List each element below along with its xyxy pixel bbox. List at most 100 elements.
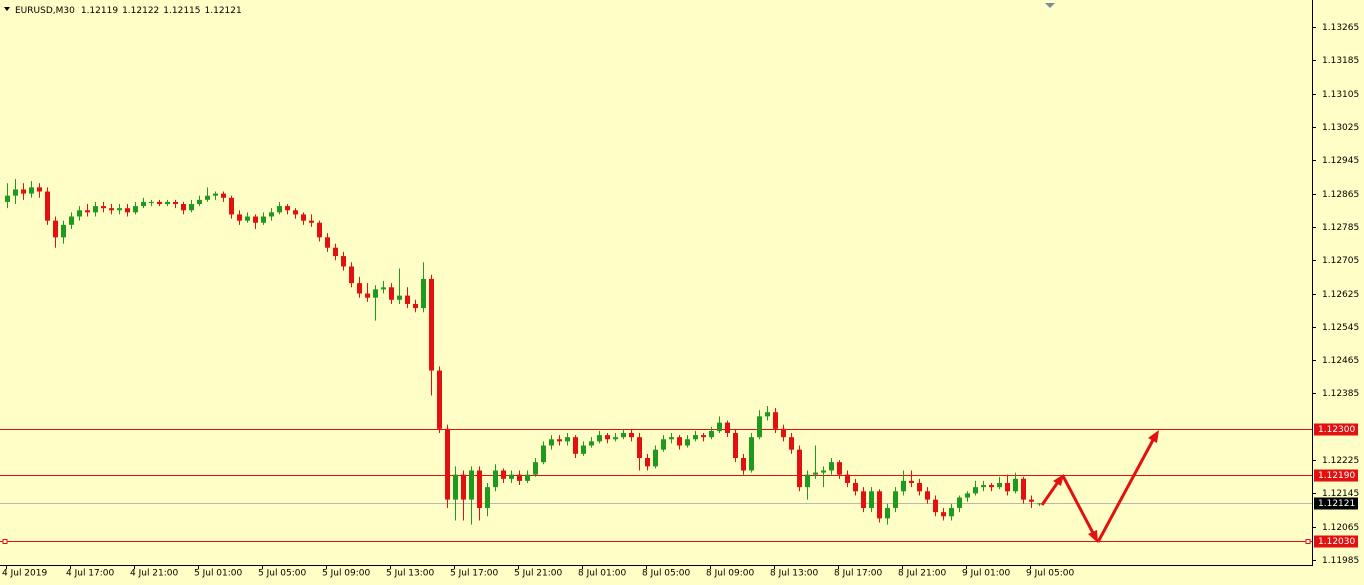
candle-body [197,199,202,205]
candle-body [853,482,858,492]
forecast-arrows [1040,430,1159,543]
candle-body [77,210,82,217]
level-price-label: 1.12190 [1318,471,1355,481]
candle-body [53,220,58,238]
candle-body [909,480,914,483]
y-tick-label: 1.12625 [1322,290,1359,300]
y-tick-label: 1.12705 [1322,256,1359,266]
candle-body [653,449,658,467]
candle-body [365,293,370,298]
candle-body [397,295,402,300]
candle-body [221,193,226,198]
candle-body [693,435,698,440]
candle-body [301,214,306,221]
candle-body [101,206,106,209]
x-tick-label: 8 Jul 05:00 [642,569,691,579]
candle-body [1029,499,1034,502]
y-tick-label: 1.13265 [1322,23,1359,33]
candle-body [613,437,618,440]
arrow [1096,439,1155,543]
candle-body [453,474,458,500]
candle-body [61,224,66,238]
candle-body [885,507,890,519]
y-tick-label: 1.12785 [1322,223,1359,233]
y-tick-label: 1.13185 [1322,56,1359,66]
candle-body [405,295,410,304]
candle-body [869,491,874,508]
candle-body [501,470,506,479]
candle-body [109,208,114,211]
x-tick-label: 5 Jul 21:00 [514,569,563,579]
level-price-box [1314,423,1358,436]
candle-body [85,210,90,213]
y-tick-label: 1.12225 [1322,456,1359,466]
candle-body [717,422,722,431]
candle-body [861,491,866,508]
high: 1.12122 [122,6,159,16]
candle-body [165,201,170,205]
candle-body [605,435,610,440]
x-tick-label: 5 Jul 01:00 [194,569,243,579]
candle-body [805,474,810,488]
candle-body [829,462,834,471]
candle-body [45,191,50,221]
candle-body [789,437,794,450]
arrowhead [1053,474,1064,486]
candle-body [189,204,194,211]
y-tick-label: 1.12545 [1322,323,1359,333]
candle-body [925,491,930,500]
candle-body [941,512,946,517]
candle-body [149,201,154,203]
x-tick-label: 8 Jul 17:00 [834,569,883,579]
arrowhead [1088,530,1098,543]
candle-body [253,216,258,223]
candle-body [917,482,922,492]
candle-body [973,487,978,494]
close: 1.12121 [205,6,242,16]
candle-body [837,462,842,475]
y-tick-label: 1.12065 [1322,523,1359,533]
x-tick-label: 5 Jul 13:00 [386,569,435,579]
x-tick-label: 5 Jul 05:00 [258,569,307,579]
candle-body [293,210,298,215]
candle-body [349,266,354,284]
candle-body [429,278,434,371]
overlay [1040,430,1159,543]
candle-body [645,457,650,467]
candle-body [933,499,938,513]
candle-body [949,507,954,517]
candle-body [381,287,386,290]
candle-body [669,437,674,440]
candle-body [413,303,418,309]
candle-body [517,474,522,481]
plot-area: 1.13265 1.13185 1.13105 1.13025 1.12945 1.128… [0,23,1359,579]
candle-body [245,216,250,221]
candle-body [781,428,786,438]
candle-body [965,493,970,498]
candle-body [21,189,26,194]
x-tick-label: 5 Jul 17:00 [450,569,499,579]
candle-body [621,433,626,438]
candle-body [237,214,242,221]
y-tick-label: 1.13105 [1322,90,1359,100]
candle-body [749,437,754,471]
candle-body [725,422,730,434]
arrow [1061,475,1095,534]
candle-body [573,437,578,454]
candle-body [813,472,818,475]
x-tick-label: 8 Jul 13:00 [770,569,819,579]
candle-body [637,437,642,458]
low: 1.12115 [163,6,200,16]
symbol-menu-icon [4,7,10,11]
candle-body [677,437,682,446]
candle-body [133,206,138,213]
candle-body [213,193,218,196]
candle-body [285,206,290,211]
arrowhead [1148,430,1159,443]
candle-body [581,445,586,454]
candle-body [709,430,714,438]
symbol: EURUSD,M30 [15,6,75,16]
candle-body [733,433,738,458]
candle-body [757,416,762,438]
